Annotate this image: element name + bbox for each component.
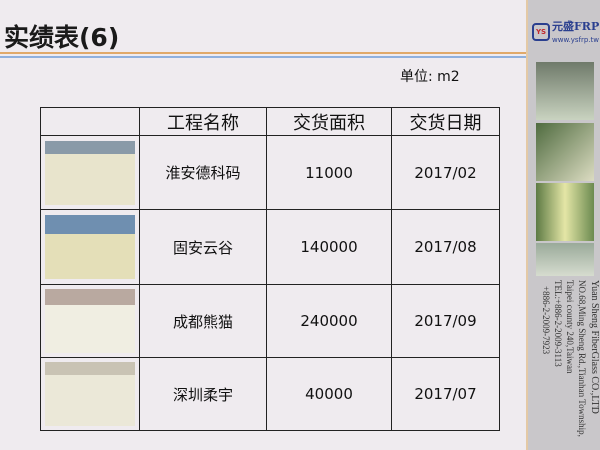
project-date: 2017/02 xyxy=(391,135,500,210)
project-name: 淮安德科码 xyxy=(139,135,267,210)
table-header-row: 工程名称 交货面积 交货日期 xyxy=(40,107,500,136)
address-line: Taipei county 240,Taiwan xyxy=(565,280,575,374)
header-project-name: 工程名称 xyxy=(139,107,267,136)
table-row: 成都熊猫 240000 2017/09 xyxy=(40,284,500,358)
project-photo xyxy=(40,284,140,358)
project-photo xyxy=(40,209,140,285)
logo-name: 元盛FRP xyxy=(552,20,600,33)
header-area: 交货面积 xyxy=(266,107,392,136)
project-area: 40000 xyxy=(266,357,392,431)
address-line: +886-2-2009-7923 xyxy=(541,286,551,355)
logo-mark-icon: YS xyxy=(532,23,550,41)
table-row: 固安云谷 140000 2017/08 xyxy=(40,209,500,285)
company-logo: YS 元盛FRP www.ysfrp.tw xyxy=(532,20,600,50)
table-row: 淮安德科码 11000 2017/02 xyxy=(40,135,500,210)
divider-blue xyxy=(0,56,526,58)
sidebar-photo xyxy=(536,183,594,241)
right-sidebar: YS 元盛FRP www.ysfrp.tw Yuan Sheng FiberGl… xyxy=(526,0,600,450)
project-photo xyxy=(40,135,140,210)
project-date: 2017/07 xyxy=(391,357,500,431)
page-title: 实绩表(6) xyxy=(4,23,120,52)
company-address: Yuan Sheng FiberGlass CO.,LTD NO.68,Ming… xyxy=(532,280,600,448)
slide-main: 实绩表(6) 单位: m2 工程名称 交货面积 交货日期 淮安德科码 11000… xyxy=(0,23,526,431)
project-date: 2017/09 xyxy=(391,284,500,358)
header-photo xyxy=(40,107,140,136)
address-line: NO.68,Ming Sheng Rd.,Tianhan Township, xyxy=(577,280,587,437)
project-name: 深圳柔宇 xyxy=(139,357,267,431)
project-area: 240000 xyxy=(266,284,392,358)
address-line: Yuan Sheng FiberGlass CO.,LTD xyxy=(589,280,600,414)
divider-orange xyxy=(0,52,526,54)
logo-url: www.ysfrp.tw xyxy=(552,36,600,44)
project-area: 140000 xyxy=(266,209,392,285)
sidebar-photo xyxy=(536,243,594,276)
sidebar-photo xyxy=(536,123,594,181)
project-name: 成都熊猫 xyxy=(139,284,267,358)
address-line: TEL:+886-2-2009-3113 xyxy=(553,280,563,367)
project-photo xyxy=(40,357,140,431)
unit-label: 单位: m2 xyxy=(400,69,460,85)
sidebar-photo xyxy=(536,62,594,120)
table-row: 深圳柔宇 40000 2017/07 xyxy=(40,357,500,431)
header-date: 交货日期 xyxy=(391,107,500,136)
project-name: 固安云谷 xyxy=(139,209,267,285)
performance-table: 工程名称 交货面积 交货日期 淮安德科码 11000 2017/02 固安云谷 … xyxy=(40,107,500,431)
project-date: 2017/08 xyxy=(391,209,500,285)
project-area: 11000 xyxy=(266,135,392,210)
